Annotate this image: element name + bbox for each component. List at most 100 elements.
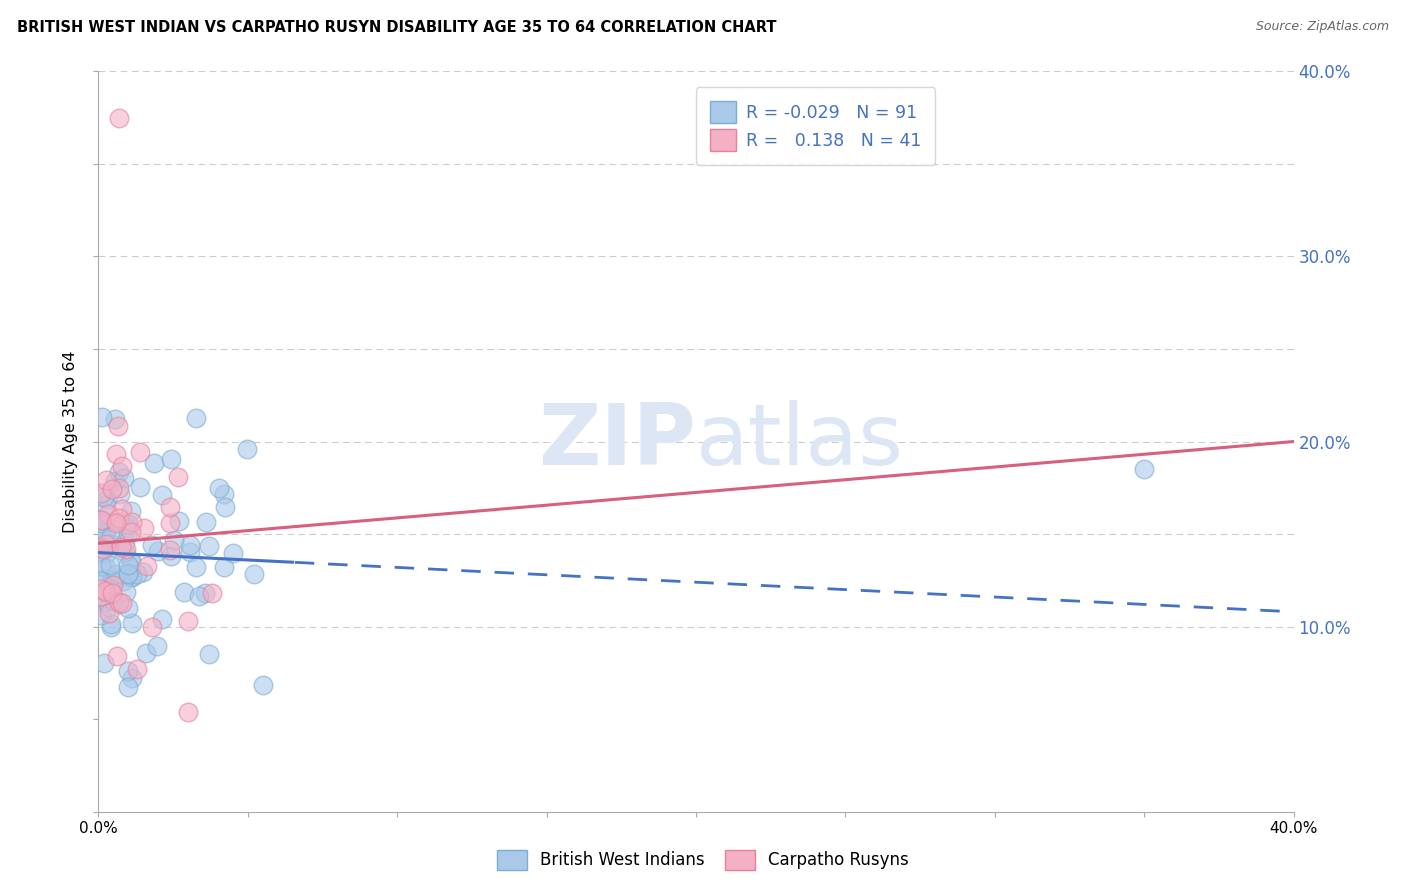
Point: [117, 516, 139, 531]
Point: [214, 500, 236, 514]
Point: [111, 574, 134, 589]
Point: [121, 515, 143, 529]
Point: [104, 411, 127, 425]
Point: [94, 539, 117, 553]
Point: [136, 558, 159, 573]
Point: [173, 585, 195, 599]
Point: [159, 500, 181, 514]
Point: [105, 516, 128, 530]
Point: [91, 572, 114, 586]
Point: [159, 549, 181, 564]
Point: [184, 410, 207, 425]
Point: [167, 470, 190, 484]
Point: [117, 566, 139, 581]
Point: [90, 544, 112, 558]
Point: [101, 573, 124, 587]
Point: [100, 537, 122, 551]
Point: [105, 447, 128, 461]
Point: [90, 590, 112, 604]
Point: [120, 554, 142, 568]
Point: [115, 520, 138, 534]
Point: [90, 512, 112, 526]
Point: [104, 514, 127, 528]
Point: [152, 612, 174, 626]
Point: [108, 511, 131, 525]
Point: [100, 620, 122, 634]
Point: [110, 502, 132, 516]
Point: [177, 705, 200, 719]
Point: [94, 537, 117, 551]
Point: [142, 456, 165, 470]
Point: [160, 452, 183, 467]
Point: [91, 542, 114, 557]
Point: [96, 498, 118, 512]
Point: [107, 465, 129, 479]
Point: [94, 526, 117, 541]
Point: [90, 582, 112, 596]
Point: [98, 582, 121, 597]
Point: [121, 671, 143, 685]
Point: [105, 566, 128, 581]
Point: [90, 516, 112, 530]
Point: [96, 547, 118, 561]
Point: [121, 569, 143, 583]
Point: [184, 560, 207, 574]
Point: [93, 595, 115, 609]
Point: [128, 480, 150, 494]
Point: [194, 585, 217, 599]
Point: [115, 585, 138, 599]
Point: [94, 584, 117, 599]
Point: [112, 470, 135, 484]
Point: [114, 535, 136, 549]
Point: [212, 487, 235, 501]
Point: [111, 459, 134, 474]
Point: [107, 419, 129, 434]
Point: [101, 574, 124, 589]
Point: [159, 542, 181, 557]
Point: [110, 486, 132, 500]
Point: [90, 607, 112, 622]
Point: [222, 546, 245, 560]
Point: [212, 560, 235, 574]
Point: [195, 515, 218, 529]
Point: [94, 585, 117, 599]
Point: [208, 481, 231, 495]
Point: [117, 526, 139, 541]
Point: [105, 648, 128, 663]
Point: [252, 678, 274, 692]
Point: [198, 539, 221, 553]
Point: [145, 639, 167, 653]
Point: [90, 574, 112, 588]
Point: [111, 597, 134, 611]
Point: [114, 545, 136, 559]
Point: [243, 567, 266, 582]
Point: [141, 620, 163, 634]
Point: [103, 594, 125, 608]
Point: [98, 600, 121, 615]
Point: [90, 526, 112, 541]
Point: [117, 664, 139, 678]
Point: [108, 597, 131, 611]
Point: [93, 656, 115, 670]
Point: [117, 566, 139, 581]
Point: [101, 586, 124, 600]
Point: [120, 525, 142, 540]
Point: [131, 565, 153, 579]
Point: [104, 474, 127, 488]
Point: [120, 504, 142, 518]
Point: [177, 614, 200, 628]
Point: [98, 558, 121, 572]
Point: [110, 540, 132, 554]
Point: [159, 516, 181, 530]
Point: [120, 553, 142, 567]
Point: [132, 521, 155, 535]
Point: [115, 542, 138, 557]
Point: [97, 606, 120, 620]
Point: [121, 615, 143, 630]
Point: [100, 616, 122, 631]
Point: [94, 561, 117, 575]
Point: [97, 507, 120, 521]
Point: [100, 529, 122, 543]
Point: [167, 514, 190, 528]
Point: [117, 600, 139, 615]
